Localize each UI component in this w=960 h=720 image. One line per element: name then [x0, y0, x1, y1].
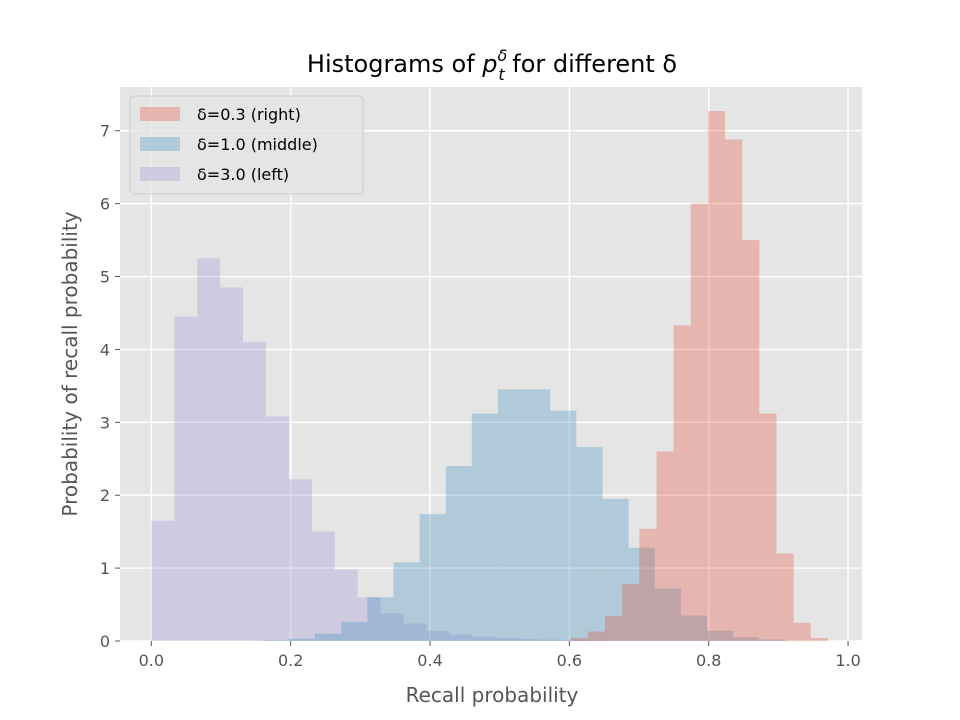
legend-swatch	[140, 137, 180, 151]
x-axis-label: Recall probability	[406, 683, 579, 707]
histogram-bar	[445, 466, 472, 641]
histogram-bar	[288, 638, 316, 641]
histogram-bar	[341, 622, 368, 641]
histogram-bars	[151, 111, 828, 642]
histogram-bar	[707, 111, 726, 642]
histogram-bar	[725, 139, 743, 642]
x-tick-label: 0.0	[139, 651, 164, 670]
legend: δ=0.3 (right) δ=1.0 (middle) δ=3.0 (left)	[129, 95, 364, 195]
histogram-bar	[622, 584, 640, 641]
series-0	[151, 258, 610, 641]
histogram-bar	[576, 447, 603, 641]
histogram-bar	[628, 547, 655, 641]
histogram-bar	[639, 528, 657, 641]
histogram-bar	[759, 413, 777, 641]
histogram-bar	[367, 597, 394, 641]
histogram-bar	[262, 640, 289, 641]
legend-entry: δ=1.0 (middle)	[197, 135, 318, 154]
y-tick-label: 0	[100, 632, 110, 651]
histogram-bar	[793, 622, 811, 641]
histogram-bar	[315, 633, 342, 641]
histogram-bar	[311, 531, 335, 641]
histogram-bar	[472, 636, 496, 641]
histogram-bar	[733, 637, 760, 641]
histogram-bar	[393, 562, 420, 641]
legend-entry: δ=3.0 (left)	[197, 165, 289, 184]
y-tick-label: 7	[100, 122, 110, 141]
y-tick-label: 3	[100, 413, 110, 432]
histogram-bar	[759, 639, 786, 641]
histogram-bar	[419, 514, 446, 641]
title-subscript: t	[498, 65, 505, 84]
histogram-bar	[690, 203, 708, 641]
histogram-bar	[563, 640, 587, 641]
series-1	[262, 389, 786, 641]
title-prefix: Histograms of	[307, 50, 482, 78]
x-tick-label: 0.4	[417, 651, 442, 670]
histogram-bar	[151, 520, 175, 641]
y-tick-label: 1	[100, 559, 110, 578]
histogram-bar	[810, 638, 828, 641]
histogram-bar	[673, 325, 691, 641]
histogram-bar	[706, 630, 734, 641]
histogram-bar	[449, 634, 473, 641]
histogram-bar	[518, 638, 542, 641]
histogram-bar	[656, 451, 674, 641]
histogram-bar	[174, 316, 198, 641]
histogram-bar	[243, 342, 266, 641]
histogram-bar	[197, 258, 221, 641]
y-axis-label: Probability of recall probability	[58, 211, 82, 516]
histogram-bar	[497, 389, 525, 641]
legend-box	[129, 95, 364, 195]
x-tick-label: 1.0	[835, 651, 860, 670]
histogram-bar	[403, 623, 427, 641]
y-tick-label: 5	[100, 268, 110, 287]
legend-entry: δ=0.3 (right)	[197, 105, 301, 124]
histogram-bar	[265, 416, 289, 641]
histogram-bar	[220, 287, 244, 641]
histogram-bar	[524, 389, 551, 641]
histogram-bar	[654, 588, 681, 641]
series-2	[570, 111, 828, 642]
title-variable: p	[481, 50, 497, 78]
x-axis-ticks: 0.0 0.2 0.4 0.6 0.8 1.0	[139, 641, 861, 670]
x-tick-label: 0.8	[696, 651, 721, 670]
chart-title: Histograms of pδ t for different δ	[307, 46, 677, 84]
y-tick-label: 2	[100, 486, 110, 505]
legend-swatch	[140, 107, 180, 121]
histogram-bar	[550, 410, 577, 641]
y-tick-label: 4	[100, 340, 110, 359]
histogram-bar	[776, 553, 794, 641]
grid-lines	[120, 87, 862, 642]
histogram-bar	[334, 569, 358, 641]
histogram-bar	[602, 498, 629, 641]
y-tick-label: 6	[100, 195, 110, 214]
histogram-bar	[357, 597, 381, 641]
x-tick-label: 0.2	[278, 651, 303, 670]
x-tick-label: 0.6	[557, 651, 582, 670]
histogram-bar	[471, 413, 498, 641]
histogram-bar	[742, 240, 760, 641]
legend-swatch	[140, 167, 180, 181]
histogram-bar	[680, 615, 707, 641]
histogram-bar	[587, 631, 606, 641]
histogram-bar	[541, 639, 564, 641]
histogram-bar	[426, 630, 450, 641]
histogram-bar	[288, 479, 312, 641]
title-suffix: for different δ	[505, 50, 678, 78]
histogram-bar	[380, 613, 404, 641]
histogram-bar	[495, 638, 519, 641]
histogram-bar	[570, 638, 588, 641]
y-axis-ticks: 0 1 2 3 4 5 6 7	[100, 122, 120, 651]
title-superscript: δ	[498, 46, 508, 65]
histogram-bar	[605, 616, 623, 641]
